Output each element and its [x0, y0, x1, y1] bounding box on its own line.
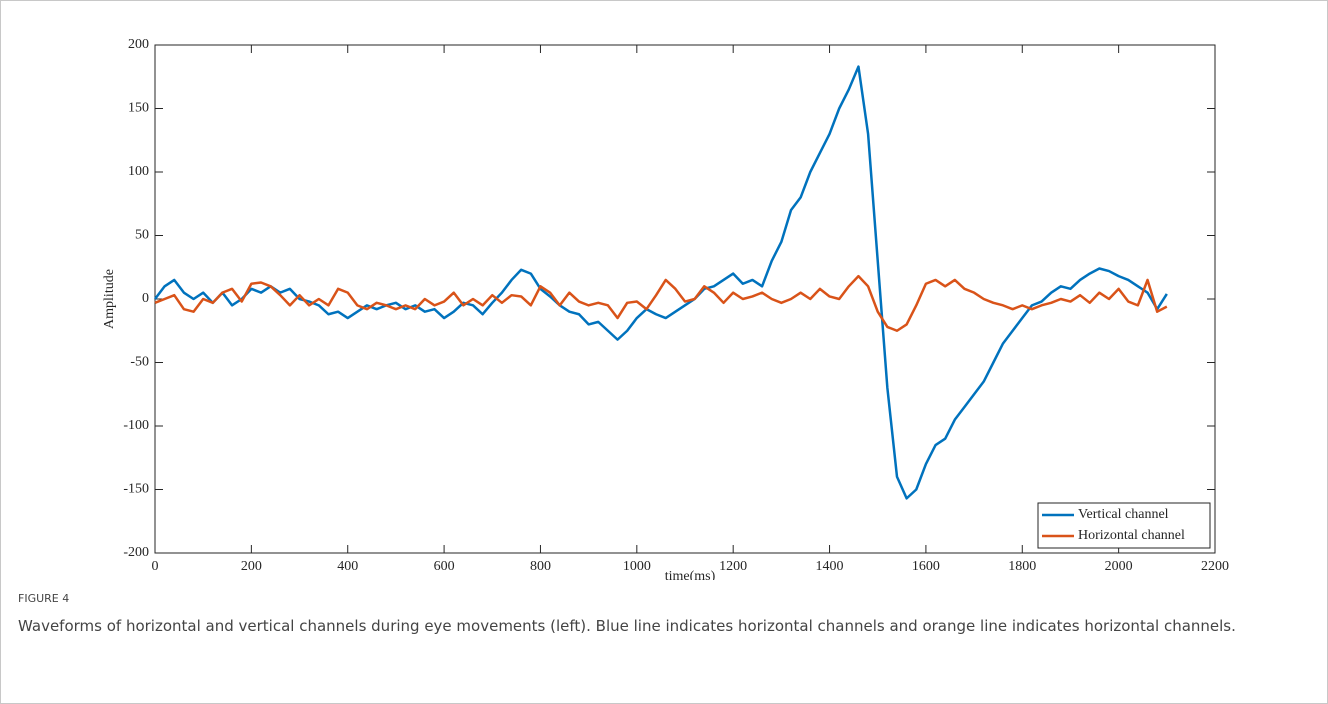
x-tick-label: 400: [337, 559, 358, 574]
y-axis-label: Amplitude: [102, 269, 117, 329]
legend-label: Vertical channel: [1078, 507, 1169, 522]
caption-text: Waveforms of horizontal and vertical cha…: [18, 617, 1236, 635]
y-tick-label: 50: [135, 228, 149, 243]
series-line: [154, 65, 1168, 500]
x-tick-label: 1400: [816, 559, 844, 574]
x-tick-label: 200: [241, 559, 262, 574]
caption-label: FIGURE 4: [18, 592, 70, 605]
x-tick-label: 1200: [719, 559, 747, 574]
x-tick-label: 800: [530, 559, 551, 574]
y-tick-label: -200: [123, 545, 149, 560]
x-tick-label: 1800: [1008, 559, 1036, 574]
legend-label: Horizontal channel: [1078, 528, 1185, 543]
y-tick-label: 0: [142, 291, 149, 306]
x-axis-label: time(ms): [665, 569, 716, 580]
x-tick-label: 2000: [1105, 559, 1133, 574]
chart: time(ms) Amplitude -200 -150 -100 -50 0 50 100…: [102, 37, 1229, 580]
x-tick-label: 1600: [912, 559, 940, 574]
y-tick-label: -50: [130, 355, 149, 370]
series-line: [154, 274, 1168, 332]
y-tick-label: -100: [123, 418, 149, 433]
x-tick-label: 2200: [1201, 559, 1229, 574]
x-tick-label: 1000: [623, 559, 651, 574]
y-tick-label: 100: [128, 164, 149, 179]
x-tick-label: 600: [434, 559, 455, 574]
x-tick-label: 0: [152, 559, 159, 574]
legend-box: [1037, 502, 1211, 549]
y-tick-label: -150: [123, 482, 149, 497]
y-tick-label: 200: [128, 37, 149, 52]
plot-area: [154, 44, 1216, 554]
y-tick-label: 150: [128, 101, 149, 116]
